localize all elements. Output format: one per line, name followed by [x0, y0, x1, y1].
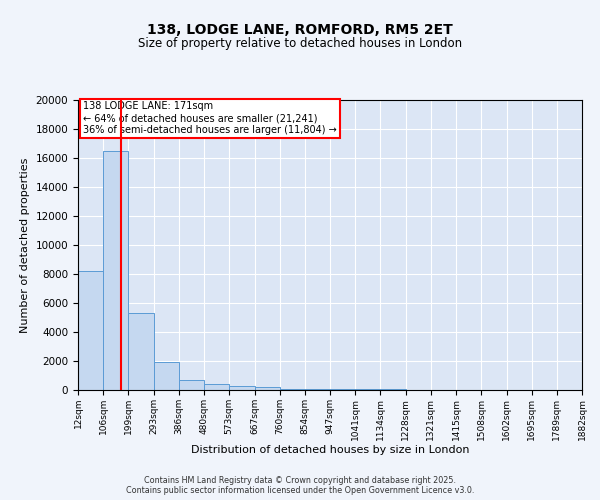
- Bar: [254, 387, 280, 390]
- X-axis label: Distribution of detached houses by size in London: Distribution of detached houses by size …: [191, 446, 469, 456]
- Bar: [103, 151, 128, 390]
- Bar: [179, 380, 204, 390]
- Text: 138, LODGE LANE, ROMFORD, RM5 2ET: 138, LODGE LANE, ROMFORD, RM5 2ET: [147, 22, 453, 36]
- Text: 138 LODGE LANE: 171sqm
← 64% of detached houses are smaller (21,241)
36% of semi: 138 LODGE LANE: 171sqm ← 64% of detached…: [83, 102, 337, 134]
- Bar: [280, 388, 305, 390]
- Bar: [78, 271, 103, 390]
- Bar: [204, 384, 229, 390]
- Y-axis label: Number of detached properties: Number of detached properties: [20, 158, 30, 332]
- Bar: [305, 389, 330, 390]
- Bar: [229, 386, 254, 390]
- Text: Contains HM Land Registry data © Crown copyright and database right 2025.
Contai: Contains HM Land Registry data © Crown c…: [126, 476, 474, 495]
- Bar: [154, 362, 179, 390]
- Bar: [330, 389, 355, 390]
- Bar: [128, 313, 154, 390]
- Text: Size of property relative to detached houses in London: Size of property relative to detached ho…: [138, 38, 462, 51]
